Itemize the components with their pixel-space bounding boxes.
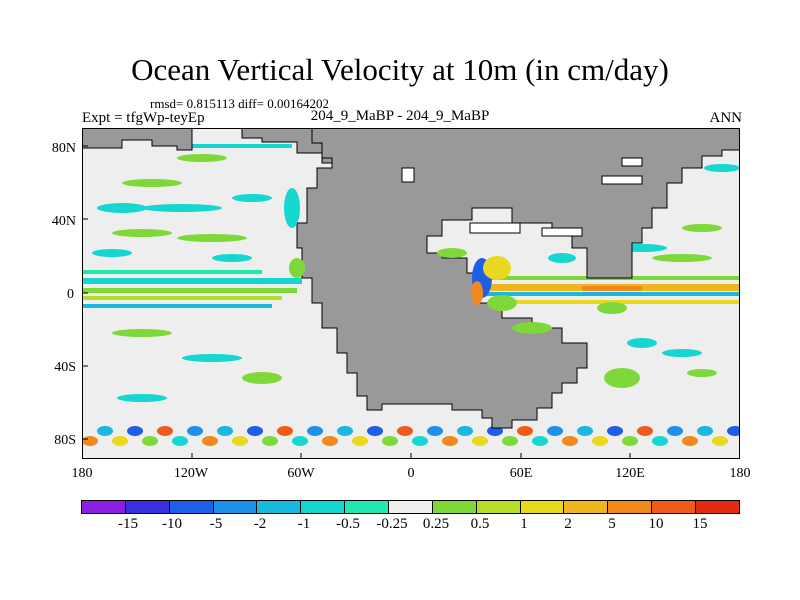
wave-blob [592, 436, 608, 446]
colorbar [81, 500, 740, 514]
wave-blob [247, 426, 263, 436]
colorbar-swatch [344, 500, 390, 514]
colorbar-swatch [168, 500, 214, 514]
wave-blob [307, 426, 323, 436]
season-label: ANN [709, 110, 743, 126]
lat-tick-80s: 80S [54, 433, 76, 448]
colorbar-swatch [431, 500, 477, 514]
colorbar-label: -0.5 [336, 516, 360, 532]
wave-blob [517, 426, 533, 436]
wave-blob [217, 426, 233, 436]
lat-tick-0: 0 [67, 287, 74, 302]
wave-blob [127, 426, 143, 436]
lon-tick-120w: 120W [173, 466, 209, 481]
southern-ocean-band [82, 418, 740, 448]
wave-blob [697, 426, 713, 436]
wave-blob [97, 426, 113, 436]
colorbar-swatch [81, 500, 126, 514]
wave-blob [412, 436, 428, 446]
colorbar-label: 10 [648, 516, 664, 532]
colorbar-swatch [519, 500, 565, 514]
wave-blob [547, 426, 563, 436]
colorbar-label: -5 [209, 516, 223, 532]
wave-blob [397, 426, 413, 436]
wave-blob [322, 436, 338, 446]
wave-blob [157, 426, 173, 436]
colorbar-swatch [388, 500, 433, 514]
wave-blob [172, 436, 188, 446]
colorbar-label: -15 [118, 516, 138, 532]
colorbar-swatch [256, 500, 302, 514]
wave-blob [382, 436, 398, 446]
wave-blob [562, 436, 578, 446]
colorbar-label: -2 [253, 516, 267, 532]
lon-tick-0: 0 [407, 466, 415, 481]
plot-title: Ocean Vertical Velocity at 10m (in cm/da… [131, 52, 669, 87]
wave-blob [262, 436, 278, 446]
land-masses [82, 128, 740, 429]
lon-tick-180e: 180 [729, 466, 751, 481]
wave-blob [727, 426, 740, 436]
colorbar-label: 1 [520, 516, 528, 532]
tick-marks [82, 145, 631, 459]
lon-tick-120e: 120E [615, 466, 645, 481]
lon-tick-180w: 180 [71, 466, 93, 481]
lon-tick-60e: 60E [509, 466, 533, 481]
colorbar-swatch [212, 500, 258, 514]
colorbar-swatch [124, 500, 170, 514]
colorbar-label: 0.25 [422, 516, 450, 532]
wave-blob [337, 426, 353, 436]
wave-blob [637, 426, 653, 436]
wave-blob [232, 436, 248, 446]
wave-blob [502, 436, 518, 446]
colorbar-swatch [300, 500, 346, 514]
colorbar-swatch [475, 500, 521, 514]
colorbar-label: 0.5 [470, 516, 490, 532]
coastal-colors [284, 188, 627, 334]
colorbar-swatch [695, 500, 740, 514]
experiment-label: Expt = tfgWp-teyEp [82, 110, 205, 126]
velocity-map [82, 128, 740, 459]
wave-blob [292, 436, 308, 446]
lat-tick-80n: 80N [51, 141, 76, 156]
wave-blob [667, 426, 683, 436]
wave-blob [472, 436, 488, 446]
colorbar-label: 5 [608, 516, 616, 532]
colorbar-label: -0.25 [376, 516, 408, 532]
case-label: 204_9_MaBP - 204_9_MaBP [310, 108, 490, 124]
lat-tick-40n: 40N [51, 214, 76, 229]
wave-blob [712, 436, 728, 446]
wave-blob [187, 426, 203, 436]
colorbar-label: -10 [162, 516, 182, 532]
colorbar-label: 15 [692, 516, 708, 532]
wave-blob [577, 426, 593, 436]
wave-blob [532, 436, 548, 446]
wave-blob [607, 426, 623, 436]
stats-text: rmsd= 0.815113 diff= 0.00164202 [150, 96, 329, 111]
wave-blob [202, 436, 218, 446]
wave-blob [427, 426, 443, 436]
wave-blob [652, 436, 668, 446]
wave-blob [352, 436, 368, 446]
wave-blob [442, 436, 458, 446]
colorbar-swatch [651, 500, 697, 514]
coastal-features [401, 157, 643, 237]
wave-blob [112, 436, 128, 446]
wave-blob [622, 436, 638, 446]
wave-blob [457, 426, 473, 436]
lon-tick-60w: 60W [287, 466, 315, 481]
wave-blob [82, 436, 98, 446]
wave-blob [682, 436, 698, 446]
wave-blob [277, 426, 293, 436]
wave-blob [142, 436, 158, 446]
wave-blob [367, 426, 383, 436]
lat-tick-40s: 40S [54, 360, 76, 375]
colorbar-label: 2 [564, 516, 572, 532]
colorbar-swatch [607, 500, 653, 514]
colorbar-swatch [563, 500, 609, 514]
colorbar-label: -1 [297, 516, 311, 532]
